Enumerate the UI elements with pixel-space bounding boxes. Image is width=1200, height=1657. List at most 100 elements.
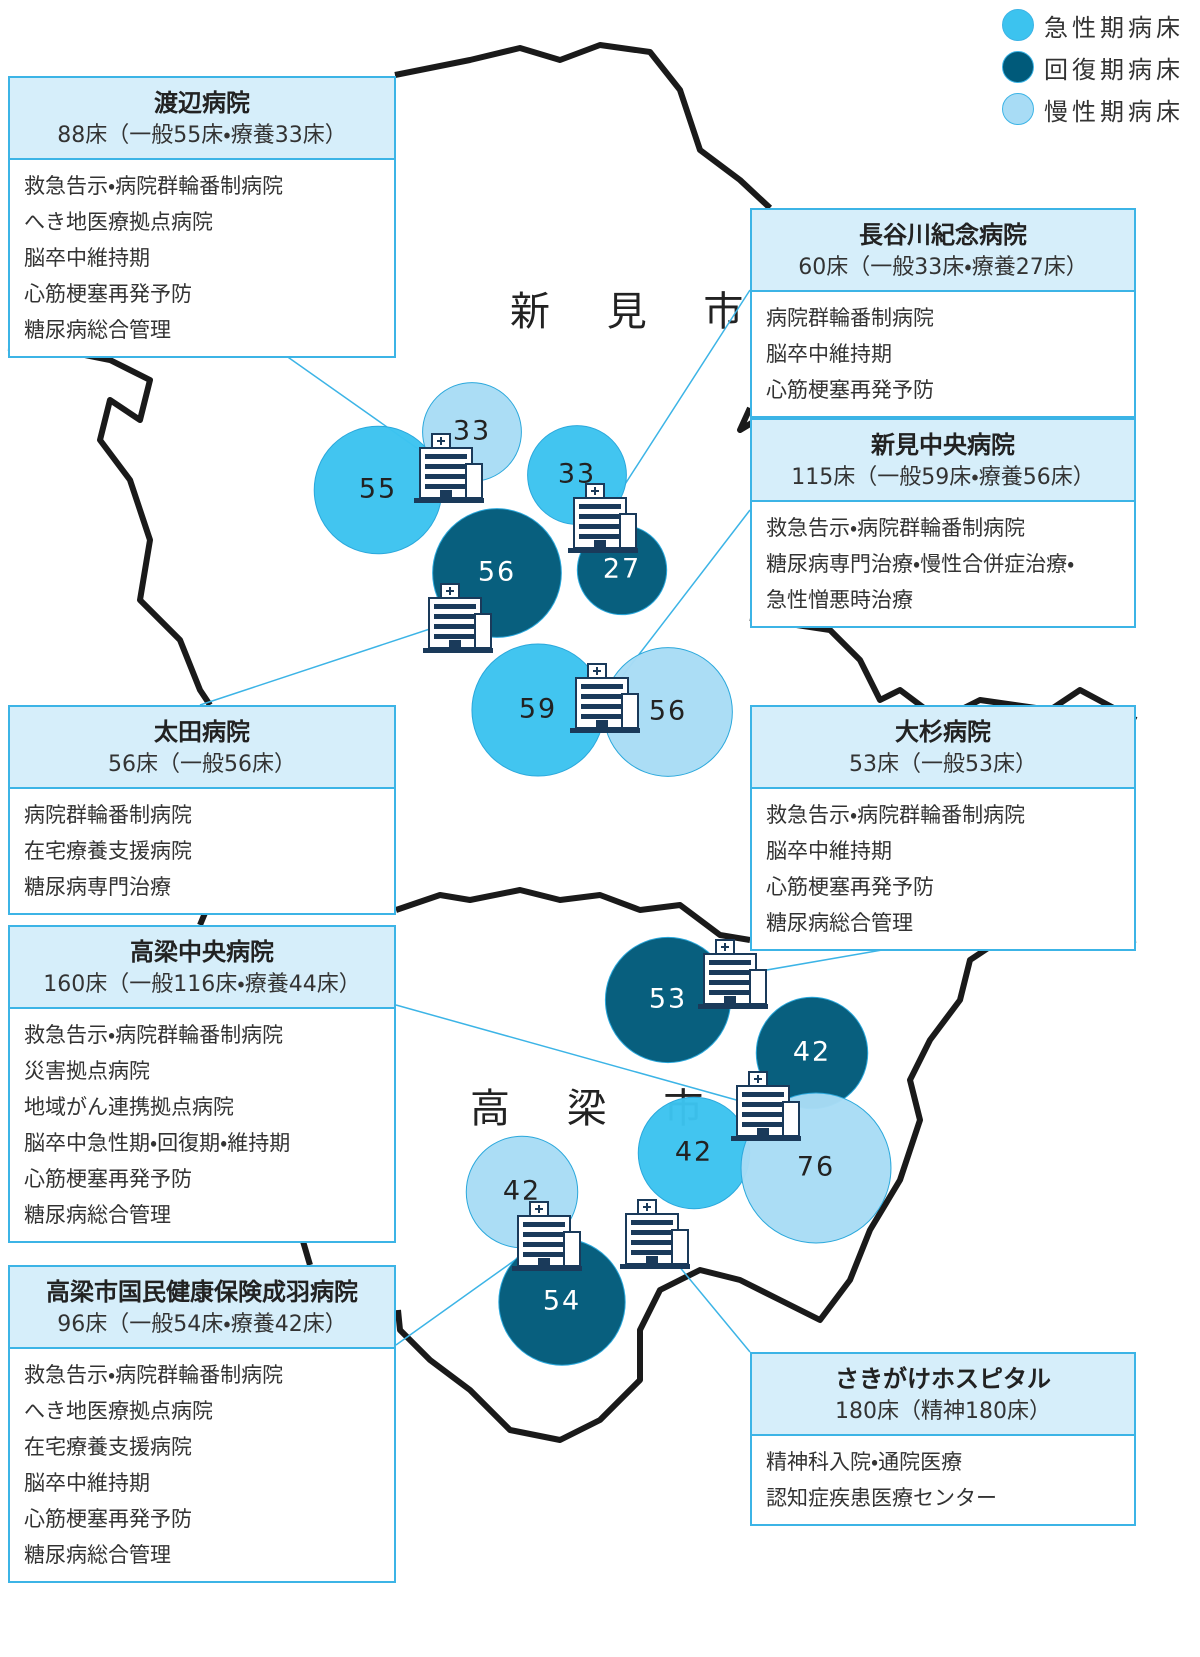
hospital-name: 新見中央病院: [871, 431, 1015, 459]
hospital-beds: 60床（一般33床・療養27床）: [798, 255, 1088, 280]
icon-cross: [591, 487, 599, 495]
icon-windows: [579, 514, 621, 519]
legend-swatch: [1002, 51, 1034, 83]
icon-windows: [631, 1240, 673, 1245]
box-header: 大杉病院 53床（一般53床）: [752, 707, 1134, 789]
hospital-icon: [423, 583, 493, 653]
service-item: 脳卒中急性期・回復期・維持期: [24, 1131, 291, 1155]
icons: [414, 433, 801, 1271]
bubble-label: 55: [359, 474, 397, 505]
service-list: 病院群輪番制病院 在宅療養支援病院 糖尿病専門治療: [10, 789, 394, 913]
legend-label: 回復期病床: [1044, 55, 1184, 84]
legend: 急性期病床 回復期病床 慢性期病床: [1002, 4, 1184, 130]
legend-label: 慢性期病床: [1044, 97, 1184, 126]
service-item: へき地医療拠点病院: [24, 1399, 213, 1423]
bubble-label: 27: [603, 554, 641, 585]
icon-windows: [425, 454, 467, 459]
icon-wing: [749, 969, 767, 1005]
city-boundary: [395, 887, 751, 943]
service-item: 病院群輪番制病院: [24, 803, 192, 827]
service-list: 精神科入院・通院医療認知症疾患医療センター: [752, 1436, 1134, 1524]
service-list: 救急告示・病院群輪番制病院 へき地医療拠点病院 在宅療養支援病院 脳卒中維持期 心筋梗塞…: [10, 1349, 394, 1581]
leader-line: [395, 1004, 766, 1109]
service-item: 救急告示・病院群輪番制病院: [24, 174, 284, 198]
hospital-icon: [512, 1201, 582, 1271]
hospital-box: 高梁市国民健康保険成羽病院 96床（一般54床・療養42床） 救急告示・病院群輪番制…: [8, 1265, 396, 1583]
icon-windows: [742, 1102, 784, 1107]
service-item: 糖尿病専門治療: [24, 875, 171, 899]
icon-windows: [425, 474, 467, 479]
legend-swatch: [1002, 93, 1034, 125]
hospital-beds: 115床（一般59床・療養56床）: [791, 465, 1095, 490]
bubble-label: 33: [453, 416, 491, 447]
icon-door: [440, 490, 452, 498]
service-item: 糖尿病総合管理: [24, 1543, 171, 1567]
hospital-box: 新見中央病院 115床（一般59床・療養56床） 救急告示・病院群輪番制病院 糖尿病専…: [750, 418, 1136, 628]
hospital-box: 太田病院 56床（一般56床） 病院群輪番制病院 在宅療養支援病院 糖尿病専門治療: [8, 705, 396, 915]
icon-wing: [782, 1101, 800, 1137]
hospital-name: 大杉病院: [895, 718, 991, 746]
hospital-icon: [568, 483, 638, 553]
icon-windows: [631, 1220, 673, 1225]
service-item: 病院群輪番制病院: [766, 306, 934, 330]
icon-cross: [446, 587, 454, 595]
service-item: 地域がん連携拠点病院: [24, 1095, 234, 1119]
service-item: 救急告示・病院群輪番制病院: [24, 1363, 284, 1387]
hospital-box: さきがけホスピタル 180床（精神180床） 精神科入院・通院医療 認知症疾患医療セン…: [750, 1352, 1136, 1526]
hospital-beds: 160床（一般116床・療養44床）: [43, 972, 361, 997]
icon-windows: [709, 960, 751, 965]
hospital-name: 高梁市国民健康保険成羽病院: [46, 1278, 358, 1306]
icon-windows: [742, 1112, 784, 1117]
leader-line: [601, 289, 751, 521]
icon-windows: [709, 970, 751, 975]
service-item: 心筋梗塞再発予防: [24, 1507, 192, 1531]
icon-wing: [465, 463, 483, 499]
service-list: 救急告示・病院群輪番制病院 へき地医療拠点病院 脳卒中維持期 心筋梗塞再発予防 糖尿病総…: [10, 160, 394, 356]
legend-item: 回復期病床: [1002, 46, 1184, 88]
hospital-name: 渡辺病院: [154, 89, 250, 117]
icon-ground: [423, 648, 493, 653]
service-item: 精神科入院・通院医療: [766, 1450, 963, 1474]
city-label: 新 見 市: [510, 289, 765, 335]
icon-windows: [523, 1222, 565, 1227]
service-item: 認知症疾患医療センター: [766, 1486, 997, 1510]
icon-windows: [631, 1250, 673, 1255]
icon-ground: [512, 1266, 582, 1271]
bubble-label: 56: [649, 696, 687, 727]
icon-door: [449, 640, 461, 648]
box-header: さきがけホスピタル 180床（精神180床）: [752, 1354, 1134, 1436]
service-item: 心筋梗塞再発予防: [766, 378, 934, 402]
icon-windows: [434, 604, 476, 609]
legend-item: 慢性期病床: [1002, 88, 1184, 130]
icon-wing: [671, 1229, 689, 1265]
service-list: 病院群輪番制病院 脳卒中維持期 心筋梗塞再発予防: [752, 292, 1134, 416]
service-list: 救急告示・病院群輪番制病院 糖尿病専門治療・慢性合併症治療・ 急性憎悪時治療: [752, 502, 1134, 626]
icon-ground: [698, 1004, 768, 1009]
icon-windows: [581, 714, 623, 719]
service-list: 救急告示・病院群輪番制病院 災害拠点病院 地域がん連携拠点病院 脳卒中急性期・回復期・…: [10, 1009, 394, 1241]
icon-ground: [620, 1264, 690, 1269]
hospital-name: さきがけホスピタル: [835, 1365, 1051, 1393]
hospital-box: 渡辺病院 88床（一般55床・療養33床） 救急告示・病院群輪番制病院 へき地医療拠点…: [8, 76, 396, 358]
hospital-icon: [698, 939, 768, 1009]
service-item: 脳卒中維持期: [24, 1471, 150, 1495]
bubble-label: 53: [649, 984, 687, 1015]
service-item: 糖尿病総合管理: [24, 318, 171, 342]
icon-windows: [434, 634, 476, 639]
service-item: 糖尿病総合管理: [766, 911, 913, 935]
icon-windows: [523, 1242, 565, 1247]
icon-wing: [474, 613, 492, 649]
hospital-beds: 96床（一般54床・療養42床）: [57, 1312, 347, 1337]
leader-line: [199, 619, 458, 706]
icon-ground: [731, 1136, 801, 1141]
hospital-name: 高梁中央病院: [130, 938, 274, 966]
hospital-icon: [620, 1199, 690, 1269]
icon-ground: [570, 728, 640, 733]
icon-wing: [621, 693, 639, 729]
service-item: 糖尿病専門治療・慢性合併症治療・: [766, 552, 1075, 576]
icon-ground: [568, 548, 638, 553]
icon-windows: [425, 484, 467, 489]
icon-windows: [742, 1092, 784, 1097]
hospital-box: 長谷川紀念病院 60床（一般33床・療養27床） 病院群輪番制病院 脳卒中維持期 心筋梗…: [750, 208, 1136, 418]
